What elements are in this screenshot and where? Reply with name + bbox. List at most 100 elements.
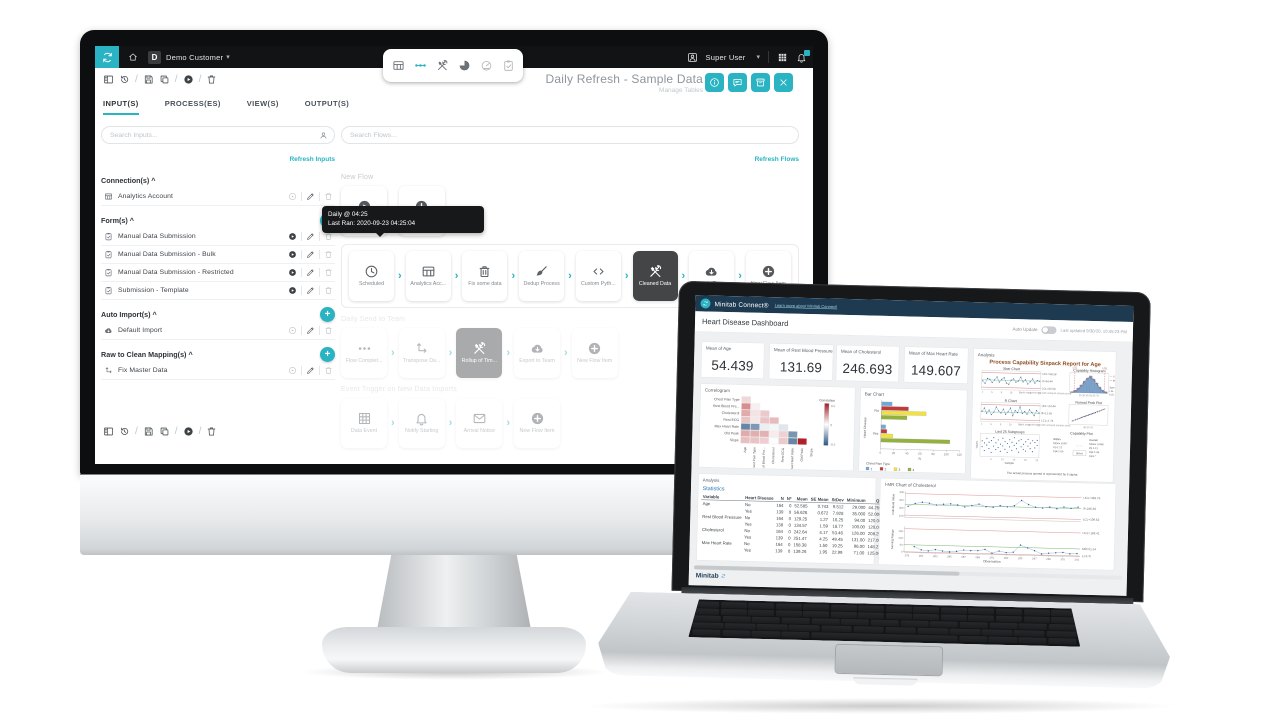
key[interactable] bbox=[722, 616, 750, 622]
edit-item-button[interactable] bbox=[306, 286, 315, 295]
key[interactable] bbox=[968, 615, 994, 621]
key[interactable] bbox=[752, 617, 780, 623]
key[interactable] bbox=[1019, 623, 1047, 629]
app-logo[interactable] bbox=[95, 46, 119, 68]
apps-grid-icon[interactable] bbox=[777, 52, 788, 63]
list-item[interactable]: Analytics Account bbox=[101, 188, 335, 206]
tab-views[interactable]: VIEW(S) bbox=[246, 99, 279, 108]
key[interactable] bbox=[831, 605, 857, 611]
delete-item-button[interactable] bbox=[324, 250, 333, 259]
play-filled-icon[interactable] bbox=[183, 74, 194, 85]
run-item-button[interactable] bbox=[288, 250, 297, 259]
trash-icon[interactable] bbox=[206, 74, 217, 85]
flow-card[interactable]: Flow Complet... bbox=[341, 328, 387, 378]
home-icon[interactable] bbox=[128, 52, 138, 62]
list-item[interactable]: Manual Data Submission - Restricted bbox=[101, 264, 335, 282]
key[interactable] bbox=[1018, 638, 1046, 644]
add-item-button[interactable]: + bbox=[320, 307, 335, 322]
org-selector[interactable]: Demo Customer bbox=[166, 52, 224, 62]
flow-card[interactable]: Arrival Notice bbox=[456, 398, 503, 448]
run-item-button[interactable] bbox=[288, 232, 297, 241]
flow-card[interactable]: Dedup Process bbox=[519, 251, 565, 301]
key[interactable] bbox=[982, 630, 1013, 636]
add-item-button[interactable]: + bbox=[320, 347, 335, 362]
key[interactable] bbox=[1023, 616, 1049, 622]
run-item-button-disabled[interactable] bbox=[288, 192, 297, 201]
key[interactable] bbox=[941, 607, 967, 613]
flow-card[interactable]: Fix some data bbox=[462, 251, 508, 301]
delete-item-button[interactable] bbox=[324, 366, 333, 375]
edit-item-button[interactable] bbox=[306, 232, 315, 241]
save-icon[interactable] bbox=[143, 74, 154, 85]
key[interactable] bbox=[693, 615, 721, 621]
list-item[interactable]: Fix Master Data bbox=[101, 362, 335, 380]
flow-dots-icon[interactable] bbox=[414, 59, 427, 72]
pie-icon[interactable] bbox=[458, 59, 471, 72]
learn-more-link[interactable]: Learn more about Minitab Connect! bbox=[774, 302, 838, 309]
history-icon[interactable] bbox=[119, 74, 130, 85]
flow-card[interactable]: Notify Starting bbox=[398, 398, 445, 448]
key[interactable] bbox=[803, 604, 829, 610]
key[interactable] bbox=[1046, 631, 1077, 637]
key[interactable] bbox=[858, 605, 884, 611]
refresh-flows-link[interactable]: Refresh Flows bbox=[754, 156, 799, 163]
delete-item-button[interactable] bbox=[324, 268, 333, 277]
key[interactable] bbox=[811, 618, 839, 624]
flow-card[interactable]: Data Event bbox=[341, 398, 387, 448]
key[interactable] bbox=[693, 608, 719, 614]
key[interactable] bbox=[782, 632, 810, 638]
run-item-button-disabled[interactable] bbox=[288, 366, 297, 375]
auto-update-toggle[interactable] bbox=[1041, 325, 1057, 334]
list-item[interactable]: Manual Data Submission bbox=[101, 228, 335, 246]
key[interactable] bbox=[913, 607, 939, 613]
key[interactable] bbox=[1051, 617, 1077, 623]
list-item[interactable]: Default Import bbox=[101, 322, 335, 340]
delete-item-button[interactable] bbox=[324, 286, 333, 295]
clipboard-check-icon[interactable] bbox=[502, 59, 515, 72]
key[interactable] bbox=[917, 628, 948, 634]
edit-item-button[interactable] bbox=[306, 192, 315, 201]
run-item-button[interactable] bbox=[288, 268, 297, 277]
flow-card[interactable]: Custom Pyth... bbox=[575, 251, 621, 301]
key[interactable] bbox=[782, 618, 810, 624]
key[interactable] bbox=[752, 631, 780, 637]
key[interactable] bbox=[748, 610, 774, 616]
close-button[interactable] bbox=[774, 73, 793, 92]
edit-item-button[interactable] bbox=[306, 250, 315, 259]
run-item-button[interactable] bbox=[288, 286, 297, 295]
copy-icon[interactable] bbox=[159, 74, 170, 85]
key[interactable] bbox=[853, 626, 884, 632]
key[interactable] bbox=[941, 614, 967, 620]
key[interactable] bbox=[725, 623, 756, 629]
key[interactable] bbox=[968, 608, 994, 614]
tab-inputs[interactable]: INPUT(S) bbox=[103, 99, 139, 115]
key[interactable] bbox=[722, 630, 750, 636]
key[interactable] bbox=[996, 609, 1022, 615]
user-filter-icon[interactable] bbox=[319, 131, 328, 140]
flow-card[interactable]: Transpose Da... bbox=[398, 328, 445, 378]
tools-icon[interactable] bbox=[436, 59, 449, 72]
key[interactable] bbox=[960, 622, 988, 628]
delete-item-button[interactable] bbox=[324, 326, 333, 335]
panel-icon[interactable] bbox=[103, 426, 114, 437]
key[interactable] bbox=[913, 614, 939, 620]
flow-card[interactable]: Export to Team bbox=[514, 328, 561, 378]
delete-item-button[interactable] bbox=[324, 192, 333, 201]
search-inputs-input[interactable] bbox=[108, 130, 319, 140]
flow-card[interactable]: Cleaned Data bbox=[632, 251, 678, 301]
copy-icon[interactable] bbox=[159, 426, 170, 437]
org-avatar[interactable]: D bbox=[148, 50, 161, 64]
key[interactable] bbox=[821, 626, 852, 632]
key[interactable] bbox=[720, 609, 746, 615]
key[interactable] bbox=[885, 627, 916, 633]
run-item-button-disabled[interactable] bbox=[288, 326, 297, 335]
key[interactable] bbox=[748, 603, 774, 609]
key[interactable] bbox=[1049, 624, 1077, 630]
key[interactable] bbox=[776, 603, 802, 609]
scrollbar-thumb[interactable] bbox=[694, 565, 960, 576]
key[interactable] bbox=[959, 636, 987, 642]
history-icon[interactable] bbox=[119, 426, 130, 437]
key[interactable] bbox=[831, 612, 857, 618]
flow-card[interactable]: New Flow Item bbox=[571, 328, 618, 378]
notifications-bell[interactable] bbox=[796, 49, 810, 63]
